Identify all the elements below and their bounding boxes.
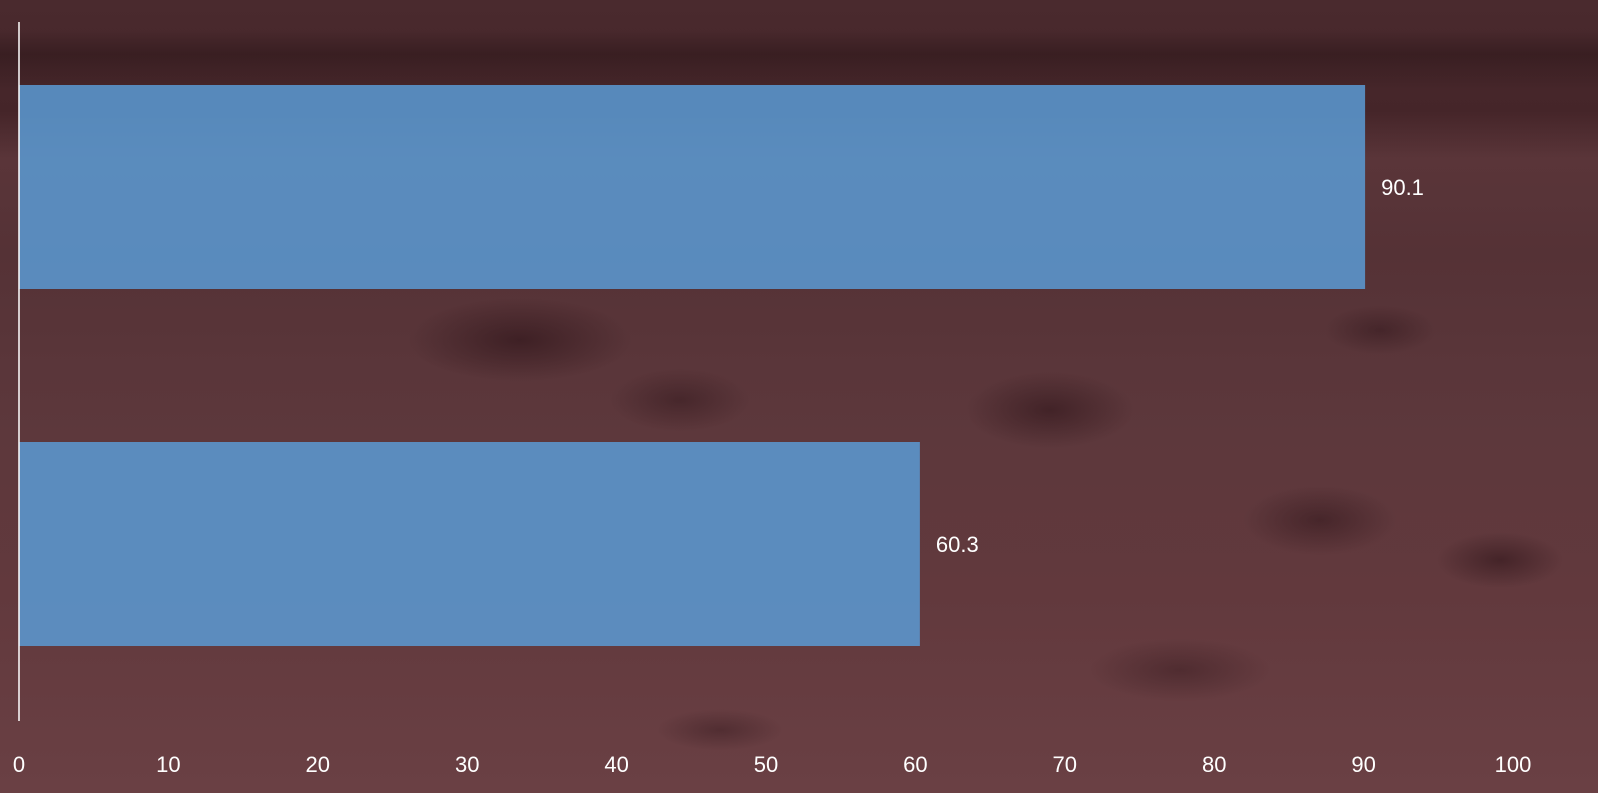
x-tick-label: 100	[1495, 752, 1532, 777]
x-tick-label-group: 0 10 20 30 40 50 60 70 80 90 100	[13, 752, 1531, 777]
bar-2	[19, 442, 920, 646]
x-tick-label: 60	[903, 752, 927, 777]
x-tick-label: 40	[604, 752, 628, 777]
bar-1	[19, 85, 1366, 289]
x-tick-label: 50	[754, 752, 778, 777]
bar-group	[19, 85, 1366, 646]
x-tick-label: 90	[1351, 752, 1375, 777]
x-tick-label: 70	[1053, 752, 1077, 777]
x-tick-label: 30	[455, 752, 479, 777]
x-tick-label: 20	[306, 752, 330, 777]
x-tick-label: 10	[156, 752, 180, 777]
x-tick-label: 0	[13, 752, 25, 777]
data-label-1: 90.1	[1381, 175, 1424, 200]
data-label-group: 90.1 60.3	[936, 175, 1424, 557]
x-tick-label: 80	[1202, 752, 1226, 777]
data-label-2: 60.3	[936, 532, 979, 557]
